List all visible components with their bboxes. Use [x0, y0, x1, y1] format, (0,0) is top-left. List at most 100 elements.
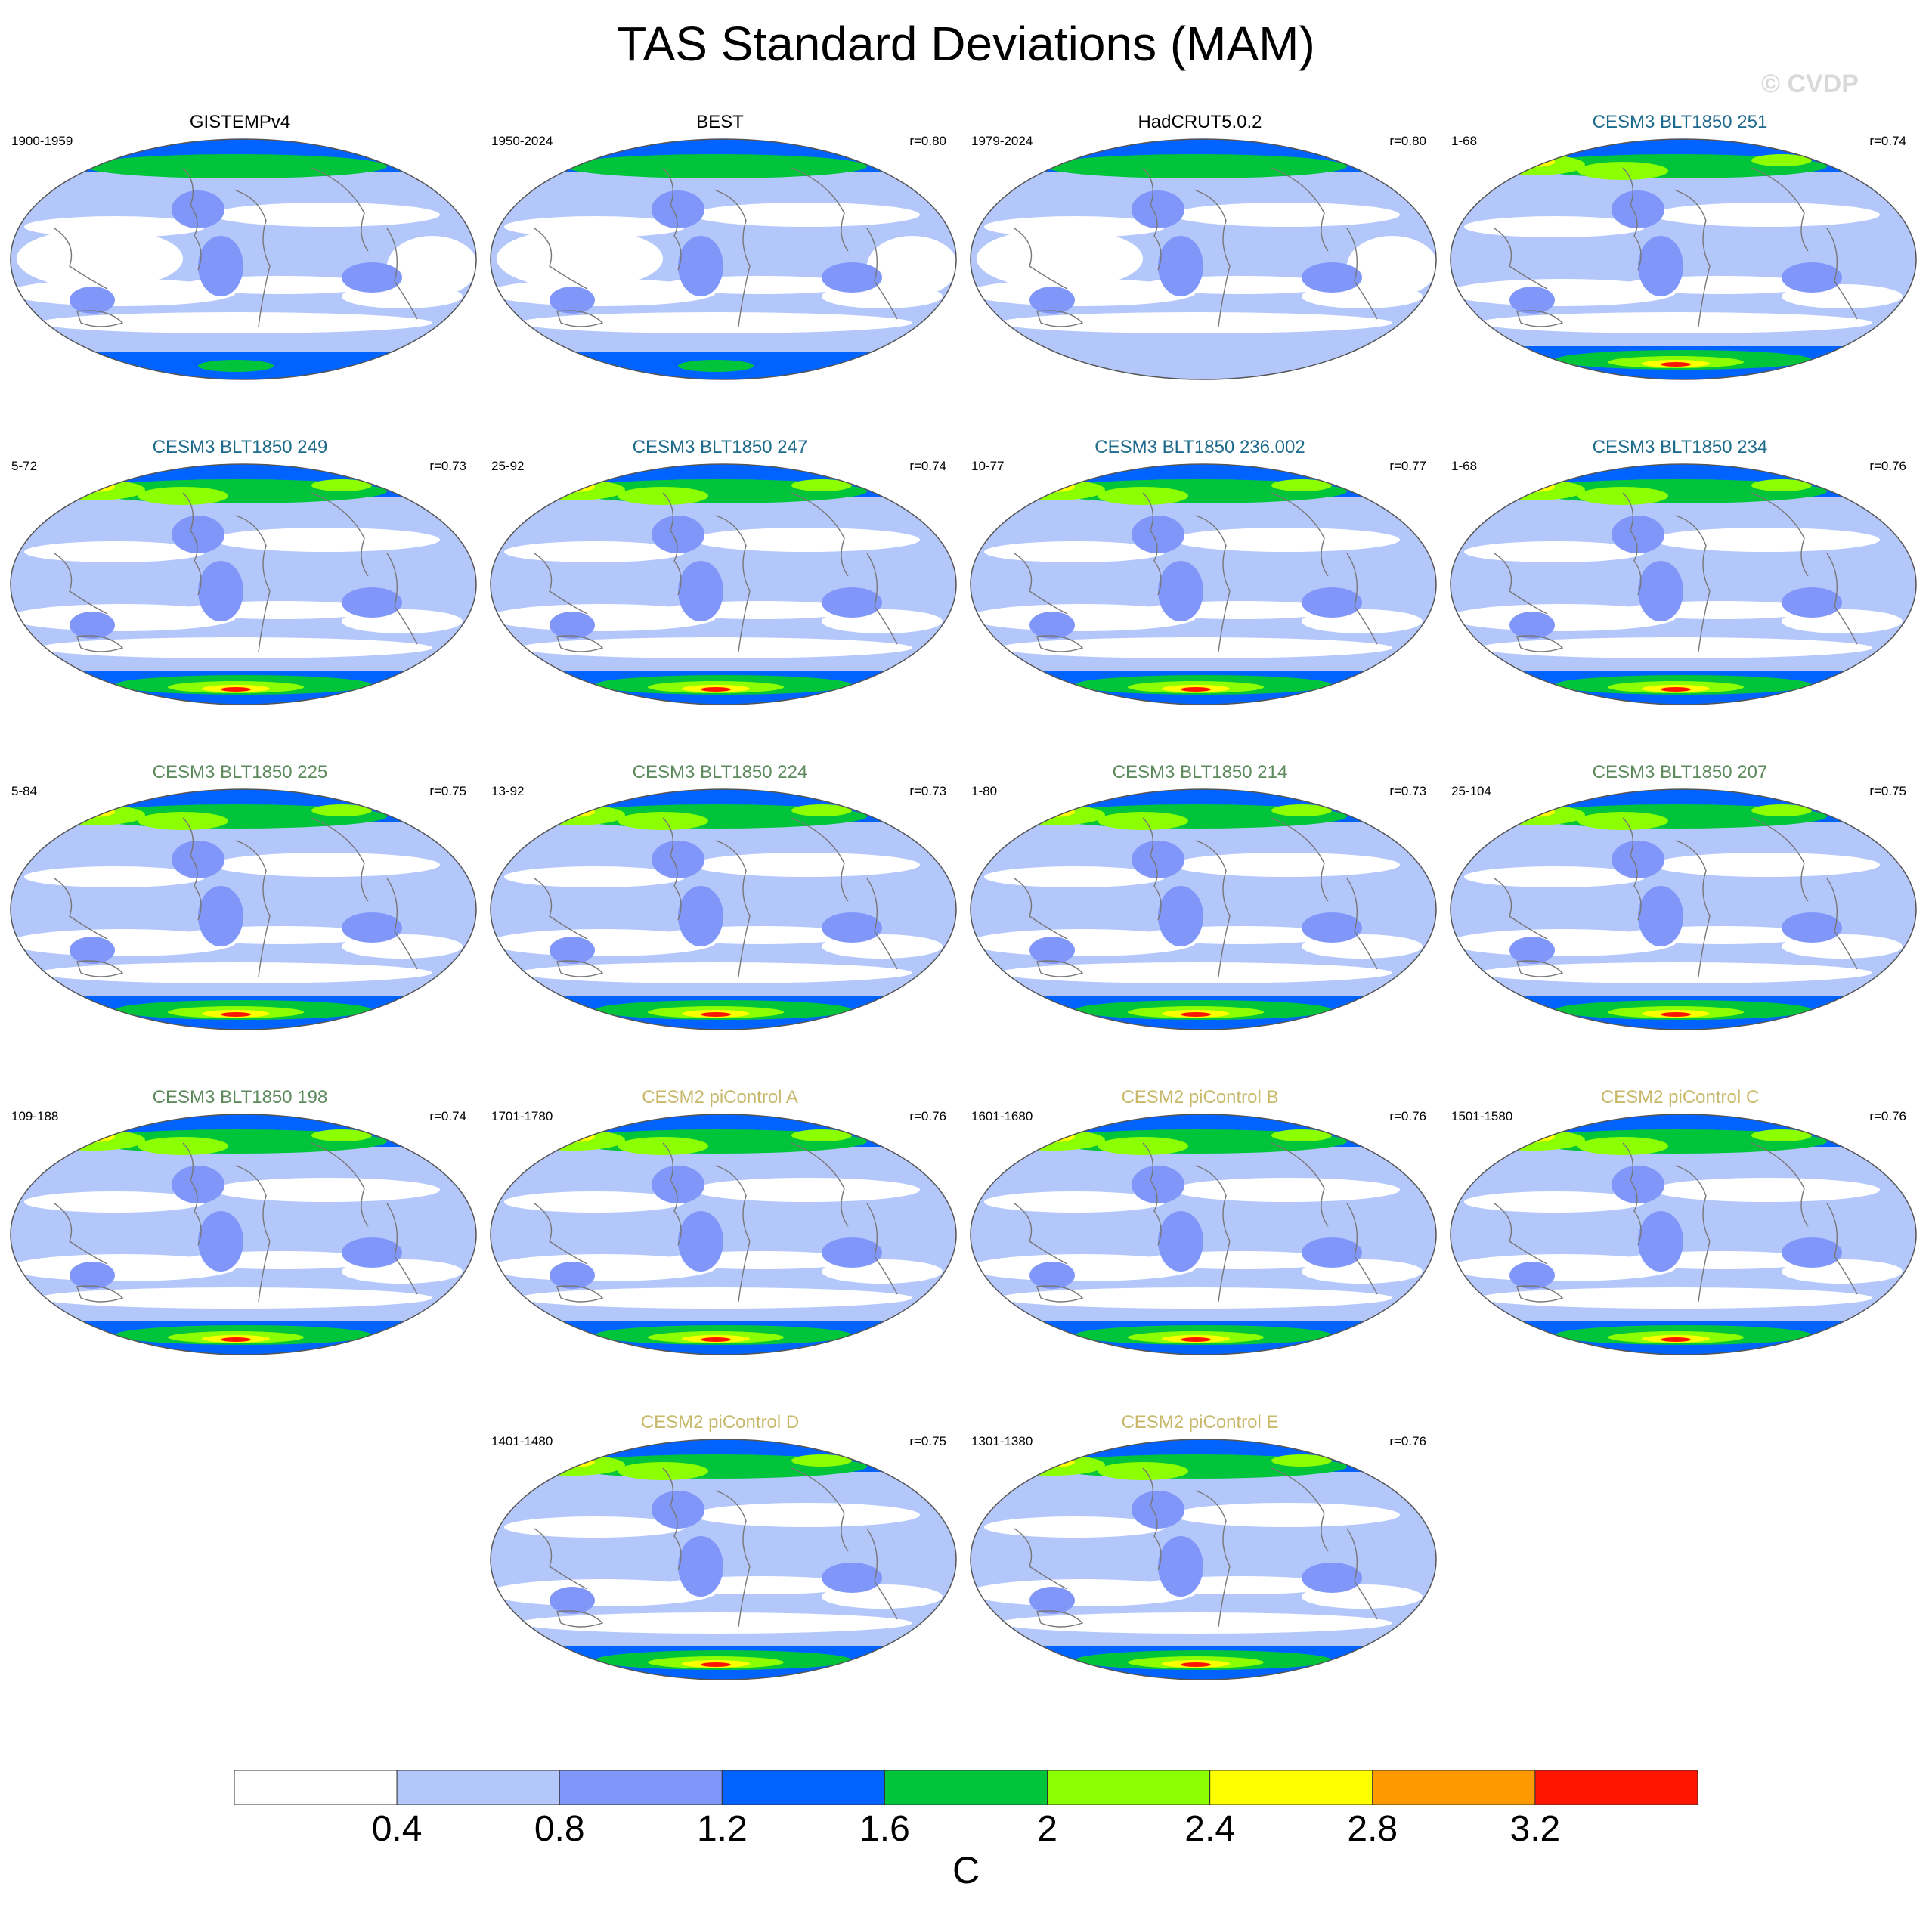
- field-high: [1577, 812, 1668, 830]
- panel-correlation: r=0.73: [1389, 784, 1426, 798]
- shading: [11, 464, 476, 705]
- field-high: [1479, 1129, 1585, 1151]
- field-high: [1751, 479, 1812, 491]
- field-low: [17, 228, 183, 289]
- field-high: [39, 804, 145, 826]
- field-mid: [1158, 1536, 1203, 1597]
- map-outline: [490, 1439, 957, 1680]
- panel-correlation: r=0.76: [1869, 459, 1906, 473]
- map-outline: [490, 1114, 957, 1355]
- field-mid: [1158, 561, 1203, 621]
- field-mid: [1509, 937, 1555, 964]
- colorbar-swatch: [559, 1770, 723, 1805]
- field-high: [971, 352, 1436, 379]
- field-high: [1661, 1337, 1691, 1342]
- world-map: [970, 138, 1437, 380]
- field-low: [984, 541, 1166, 562]
- map-panel: CESM3 BLT1850 198 109-188 r=0.74: [0, 1087, 480, 1405]
- field-mid: [1638, 1211, 1683, 1272]
- field-low: [999, 312, 1392, 333]
- coastlines: [54, 167, 418, 327]
- coastlines: [534, 1467, 898, 1628]
- field-high: [198, 360, 274, 372]
- field-base: [971, 789, 1436, 1030]
- field-low: [984, 866, 1166, 887]
- world-map: [970, 463, 1437, 705]
- colorbar-tick-label: 0.4: [371, 1809, 423, 1849]
- field-high: [1751, 154, 1812, 166]
- map-outline: [1450, 138, 1917, 380]
- field-low: [519, 1612, 912, 1634]
- field-low: [504, 866, 686, 887]
- world-map: [490, 1114, 957, 1355]
- panel-period: 1900-1959: [11, 134, 73, 148]
- map-outline: [1450, 463, 1917, 705]
- field-mid: [1638, 561, 1683, 621]
- field-mid: [1132, 516, 1184, 553]
- field-low: [1173, 853, 1400, 877]
- shading: [1451, 1114, 1916, 1355]
- field-high: [138, 1137, 228, 1155]
- field-high: [1181, 1012, 1211, 1017]
- panel-period: 1-68: [1451, 459, 1478, 473]
- panel-period: 1-80: [971, 784, 998, 798]
- map-panel: CESM2 piControl A 1701-1780 r=0.76: [480, 1087, 960, 1405]
- field-high: [1098, 812, 1188, 830]
- map-outline: [970, 788, 1437, 1030]
- field-base: [11, 464, 476, 705]
- map-outline: [970, 138, 1437, 380]
- field-base: [11, 789, 476, 1030]
- field-low: [504, 1191, 686, 1213]
- field-high: [1098, 1462, 1188, 1480]
- field-high: [138, 487, 228, 505]
- field-mid: [550, 1262, 595, 1289]
- field-high: [701, 1337, 731, 1342]
- field-high: [1271, 1129, 1332, 1141]
- field-mid: [172, 516, 224, 553]
- shading: [971, 139, 1436, 379]
- field-mid: [652, 190, 704, 228]
- field-low: [1347, 236, 1436, 296]
- field-high: [1661, 362, 1691, 367]
- panel-correlation: r=0.74: [429, 1109, 466, 1123]
- world-map: [490, 463, 957, 705]
- panel-correlation: r=0.76: [1389, 1109, 1426, 1123]
- coastlines: [54, 817, 418, 977]
- field-mid: [70, 287, 115, 314]
- field-high: [1577, 162, 1668, 180]
- map-panel: CESM2 piControl D 1401-1480 r=0.75: [480, 1412, 960, 1730]
- field-high: [1479, 479, 1585, 500]
- coastlines: [534, 167, 898, 327]
- field-low: [11, 1254, 236, 1281]
- map-panel: CESM3 BLT1850 251 1-68 r=0.74: [1440, 112, 1920, 429]
- field-low: [519, 312, 912, 333]
- field-low: [971, 1254, 1196, 1281]
- panel-title: CESM2 piControl D: [640, 1412, 800, 1433]
- field-mid: [1782, 587, 1842, 618]
- panel-correlation: r=0.74: [1869, 134, 1906, 148]
- field-base: [491, 789, 956, 1030]
- field-mid: [1029, 612, 1075, 639]
- field-low: [1479, 1287, 1872, 1309]
- field-low: [977, 228, 1143, 289]
- field-mid: [70, 937, 115, 964]
- shading: [11, 1114, 476, 1355]
- map-outline: [10, 463, 477, 705]
- field-mid: [822, 1237, 882, 1268]
- field-base: [1451, 1114, 1916, 1355]
- field-high: [999, 1454, 1105, 1476]
- field-low: [999, 962, 1392, 983]
- field-mid: [678, 561, 723, 621]
- map-panel: CESM3 BLT1850 224 13-92 r=0.73: [480, 762, 960, 1080]
- panel-title: CESM3 BLT1850 224: [632, 762, 808, 782]
- map-outline: [490, 138, 957, 380]
- field-mid: [1302, 1237, 1362, 1268]
- field-high: [519, 804, 625, 826]
- field-high: [519, 479, 625, 500]
- map-panel: CESM2 piControl C 1501-1580 r=0.76: [1440, 1087, 1920, 1405]
- field-high: [519, 1454, 625, 1476]
- world-map: [10, 1114, 477, 1355]
- field-mid: [1132, 1166, 1184, 1203]
- panel-correlation: r=0.74: [909, 459, 946, 473]
- field-high: [221, 1337, 251, 1342]
